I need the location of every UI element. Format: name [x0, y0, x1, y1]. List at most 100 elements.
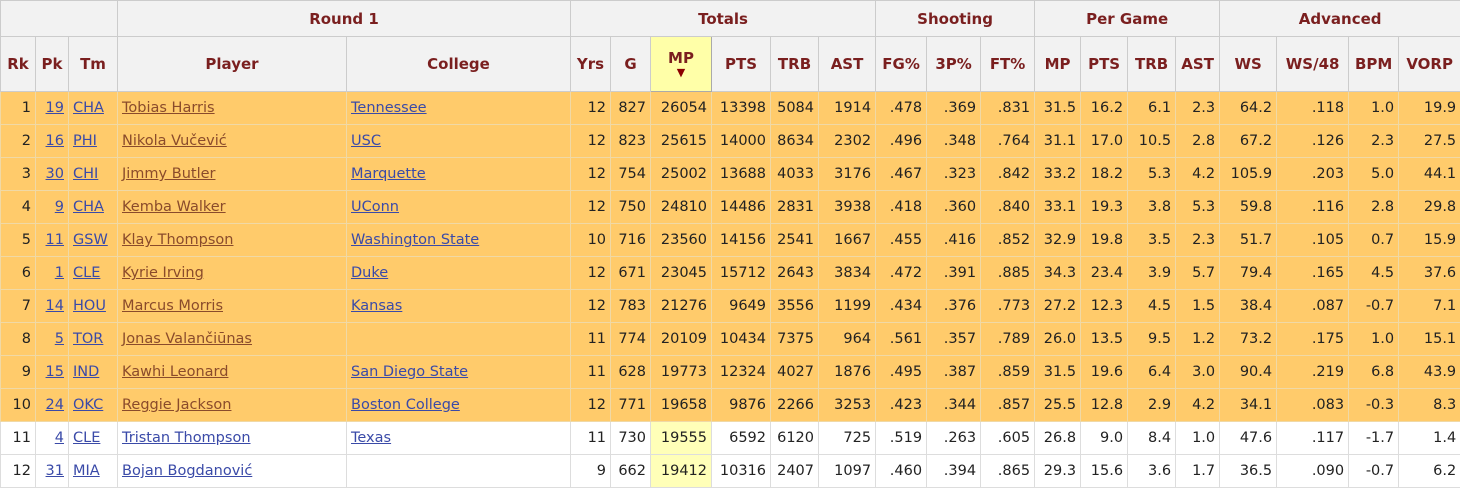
college-link[interactable]: Kansas	[351, 298, 402, 314]
team-link[interactable]: CHA	[73, 100, 104, 116]
column-header-g[interactable]: G	[611, 37, 651, 92]
college-link[interactable]: UConn	[351, 199, 399, 215]
column-header-vorp[interactable]: VORP	[1399, 37, 1460, 92]
cell-vorp: 15.1	[1399, 323, 1460, 356]
column-label: Pk	[42, 55, 63, 73]
player-link[interactable]: Jonas Valančiūnas	[122, 331, 252, 347]
cell-mp: 26.8	[1035, 422, 1081, 455]
player-link[interactable]: Bojan Bogdanović	[122, 463, 252, 479]
player-link[interactable]: Nikola Vučević	[122, 133, 227, 149]
pick-link[interactable]: 14	[46, 298, 64, 314]
group-header	[1, 1, 118, 37]
cell-pk: 31	[36, 455, 69, 488]
player-link[interactable]: Jimmy Butler	[122, 166, 215, 182]
player-link[interactable]: Kyrie Irving	[122, 265, 204, 281]
cell-trb: 8.4	[1128, 422, 1176, 455]
team-link[interactable]: OKC	[73, 397, 103, 413]
college-link[interactable]: San Diego State	[351, 364, 468, 380]
player-link[interactable]: Kemba Walker	[122, 199, 226, 215]
player-link[interactable]: Tobias Harris	[122, 100, 215, 116]
column-header-trb[interactable]: TRB	[1128, 37, 1176, 92]
cell-ft: .885	[981, 257, 1035, 290]
column-header-mp[interactable]: MP▼	[651, 37, 712, 92]
team-link[interactable]: IND	[73, 364, 99, 380]
column-header-ws[interactable]: WS	[1220, 37, 1277, 92]
player-link[interactable]: Kawhi Leonard	[122, 364, 228, 380]
player-link[interactable]: Tristan Thompson	[122, 430, 251, 446]
cell-ws: 51.7	[1220, 224, 1277, 257]
cell-ft: .831	[981, 92, 1035, 125]
cell-fg: .519	[876, 422, 927, 455]
column-header-rk[interactable]: Rk	[1, 37, 36, 92]
team-link[interactable]: CHA	[73, 199, 104, 215]
team-link[interactable]: CLE	[73, 430, 100, 446]
team-link[interactable]: MIA	[73, 463, 100, 479]
cell-yrs: 11	[571, 323, 611, 356]
team-link[interactable]: PHI	[73, 133, 97, 149]
cell-vorp: 1.4	[1399, 422, 1460, 455]
cell-tm: IND	[69, 356, 118, 389]
column-header-pts[interactable]: PTS	[712, 37, 771, 92]
cell-mp: 26.0	[1035, 323, 1081, 356]
college-link[interactable]: Boston College	[351, 397, 460, 413]
column-header-mp[interactable]: MP	[1035, 37, 1081, 92]
cell-mp: 19658	[651, 389, 712, 422]
column-header-ast[interactable]: AST	[1176, 37, 1220, 92]
column-header-3p[interactable]: 3P%	[927, 37, 981, 92]
college-link[interactable]: Duke	[351, 265, 388, 281]
team-link[interactable]: CHI	[73, 166, 98, 182]
team-link[interactable]: TOR	[73, 331, 103, 347]
player-link[interactable]: Klay Thompson	[122, 232, 233, 248]
cell-ft: .857	[981, 389, 1035, 422]
column-header-pts[interactable]: PTS	[1081, 37, 1128, 92]
team-link[interactable]: HOU	[73, 298, 106, 314]
pick-link[interactable]: 4	[55, 430, 64, 446]
pick-link[interactable]: 11	[46, 232, 64, 248]
college-link[interactable]: Texas	[351, 430, 391, 446]
column-header-bpm[interactable]: BPM	[1349, 37, 1399, 92]
pick-link[interactable]: 9	[55, 199, 64, 215]
pick-link[interactable]: 30	[46, 166, 64, 182]
cell-ws: 64.2	[1220, 92, 1277, 125]
college-link[interactable]: Marquette	[351, 166, 426, 182]
college-link[interactable]: Washington State	[351, 232, 479, 248]
column-header-ft[interactable]: FT%	[981, 37, 1035, 92]
pick-link[interactable]: 31	[46, 463, 64, 479]
column-header-college[interactable]: College	[347, 37, 571, 92]
column-header-yrs[interactable]: Yrs	[571, 37, 611, 92]
column-header-tm[interactable]: Tm	[69, 37, 118, 92]
player-link[interactable]: Reggie Jackson	[122, 397, 231, 413]
cell-player: Jonas Valančiūnas	[118, 323, 347, 356]
cell-ws48: .105	[1277, 224, 1349, 257]
college-link[interactable]: USC	[351, 133, 381, 149]
column-header-fg[interactable]: FG%	[876, 37, 927, 92]
column-label: VORP	[1406, 55, 1453, 73]
cell-ast: 1876	[819, 356, 876, 389]
college-link[interactable]: Tennessee	[351, 100, 427, 116]
pick-link[interactable]: 19	[46, 100, 64, 116]
pick-link[interactable]: 16	[46, 133, 64, 149]
cell-ast: 4.2	[1176, 158, 1220, 191]
pick-link[interactable]: 24	[46, 397, 64, 413]
pick-link[interactable]: 5	[55, 331, 64, 347]
team-link[interactable]: CLE	[73, 265, 100, 281]
column-header-pk[interactable]: Pk	[36, 37, 69, 92]
cell-g: 771	[611, 389, 651, 422]
column-header-ws48[interactable]: WS/48	[1277, 37, 1349, 92]
cell-ast: 3834	[819, 257, 876, 290]
pick-link[interactable]: 1	[55, 265, 64, 281]
team-link[interactable]: GSW	[73, 232, 108, 248]
cell-fg: .434	[876, 290, 927, 323]
cell-ast: 2.8	[1176, 125, 1220, 158]
column-header-trb[interactable]: TRB	[771, 37, 819, 92]
pick-link[interactable]: 15	[46, 364, 64, 380]
player-link[interactable]: Marcus Morris	[122, 298, 223, 314]
column-header-ast[interactable]: AST	[819, 37, 876, 92]
cell-mp: 32.9	[1035, 224, 1081, 257]
cell-trb: 2643	[771, 257, 819, 290]
cell-pk: 30	[36, 158, 69, 191]
column-header-player[interactable]: Player	[118, 37, 347, 92]
cell-rk: 7	[1, 290, 36, 323]
